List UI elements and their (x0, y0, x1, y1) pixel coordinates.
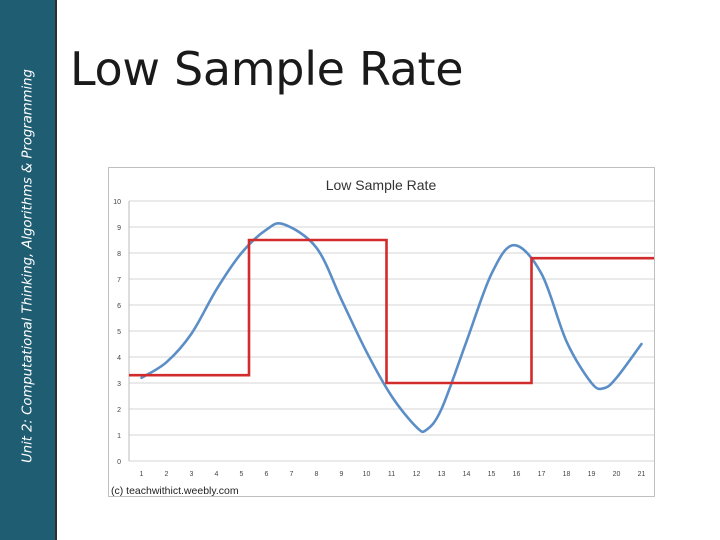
x-tick-label: 8 (315, 471, 319, 478)
x-tick-label: 14 (463, 471, 471, 478)
slide-title: Low Sample Rate (70, 42, 464, 96)
x-tick-label: 12 (413, 471, 421, 478)
x-tick-label: 4 (215, 471, 219, 478)
y-tick-label: 7 (117, 277, 121, 284)
x-tick-label: 2 (165, 471, 169, 478)
y-tick-label: 0 (117, 459, 121, 466)
x-tick-label: 19 (588, 471, 596, 478)
x-tick-label: 6 (265, 471, 269, 478)
chart-grid (128, 200, 654, 462)
x-tick-label: 20 (613, 471, 621, 478)
x-tick-label: 3 (190, 471, 194, 478)
x-tick-label: 1 (140, 471, 144, 478)
x-tick-label: 7 (290, 471, 294, 478)
series-line-sampled-steps (129, 238, 654, 385)
y-tick-labels: 0 1 2 3 4 5 6 7 8 9 10 (113, 199, 121, 466)
sidebar-text: Unit 2: Computational Thinking, Algorith… (20, 69, 36, 463)
chart-series (129, 221, 654, 434)
y-tick-label: 4 (117, 355, 121, 362)
x-tick-label: 15 (488, 471, 496, 478)
x-tick-label: 10 (363, 471, 371, 478)
y-tick-label: 10 (113, 199, 121, 206)
y-tick-label: 6 (117, 303, 121, 310)
x-tick-label: 9 (340, 471, 344, 478)
sidebar-unit-label: Unit 2: Computational Thinking, Algorith… (0, 0, 57, 540)
x-tick-label: 18 (563, 471, 571, 478)
x-tick-label: 11 (388, 471, 395, 478)
chart-title: Low Sample Rate (326, 177, 437, 193)
y-tick-label: 1 (117, 433, 121, 440)
y-tick-label: 2 (117, 407, 121, 414)
x-tick-label: 17 (538, 471, 546, 478)
y-tick-label: 8 (117, 251, 121, 258)
x-tick-label: 21 (638, 471, 646, 478)
chart-frame: 0 1 2 3 4 5 6 7 8 9 10 1 2 3 4 5 6 7 8 9 10 11 12 13 14 15 16 17 18… (108, 167, 655, 497)
sidebar: Unit 2: Computational Thinking, Algorith… (0, 0, 57, 540)
y-tick-label: 3 (117, 381, 121, 388)
y-tick-label: 9 (117, 225, 121, 232)
x-tick-label: 13 (438, 471, 446, 478)
x-tick-label: 16 (513, 471, 521, 478)
x-tick-labels: 1 2 3 4 5 6 7 8 9 10 11 12 13 14 15 16 17 18 19 20 21 (140, 471, 646, 478)
series-line-analogue-wave (140, 221, 643, 434)
x-tick-label: 5 (240, 471, 244, 478)
y-tick-label: 5 (117, 329, 121, 336)
chart-annotation: (c) teachwithict.weebly.com (111, 485, 239, 496)
